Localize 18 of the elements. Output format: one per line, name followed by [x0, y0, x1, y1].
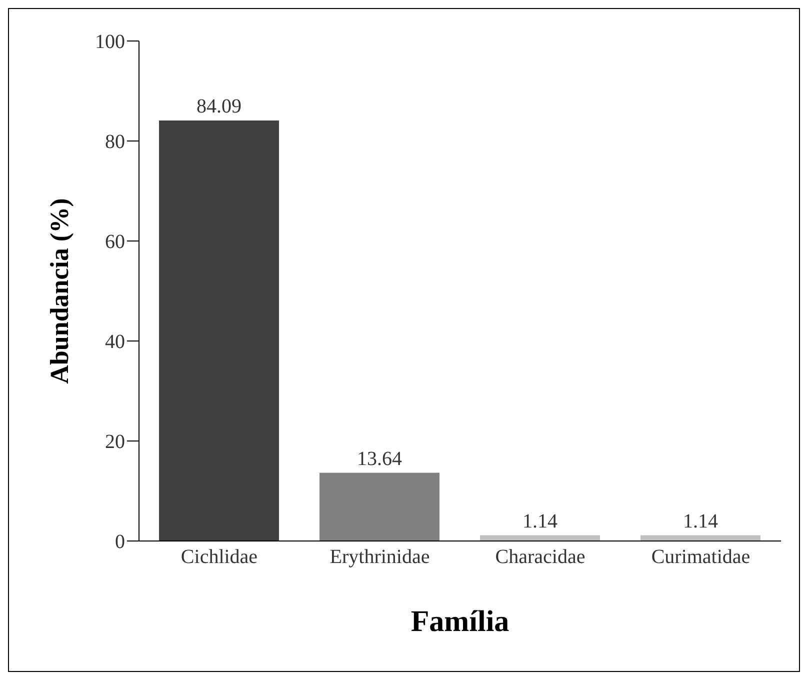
- x-tick-label: Characidae: [495, 546, 586, 568]
- bar: [159, 120, 279, 541]
- data-label: 84.09: [196, 96, 242, 118]
- x-axis-title: Família: [410, 605, 510, 638]
- y-tick-label: 0: [115, 531, 125, 554]
- x-tick-label: Cichlidae: [180, 546, 258, 568]
- y-tick-label: 100: [95, 31, 125, 54]
- y-tick-label: 20: [105, 431, 125, 454]
- y-axis-title: Abundancia (%): [45, 198, 74, 384]
- bar: [320, 472, 440, 541]
- data-label: 13.64: [357, 448, 402, 470]
- data-label: 1.14: [522, 510, 558, 532]
- x-tick-label: Curimatidae: [651, 546, 750, 568]
- y-tick-label: 80: [105, 131, 125, 154]
- y-tick-label: 60: [105, 231, 125, 254]
- x-tick-label: Erythrinidae: [330, 546, 430, 568]
- y-tick-label: 40: [105, 331, 125, 354]
- data-label: 1.14: [683, 510, 718, 532]
